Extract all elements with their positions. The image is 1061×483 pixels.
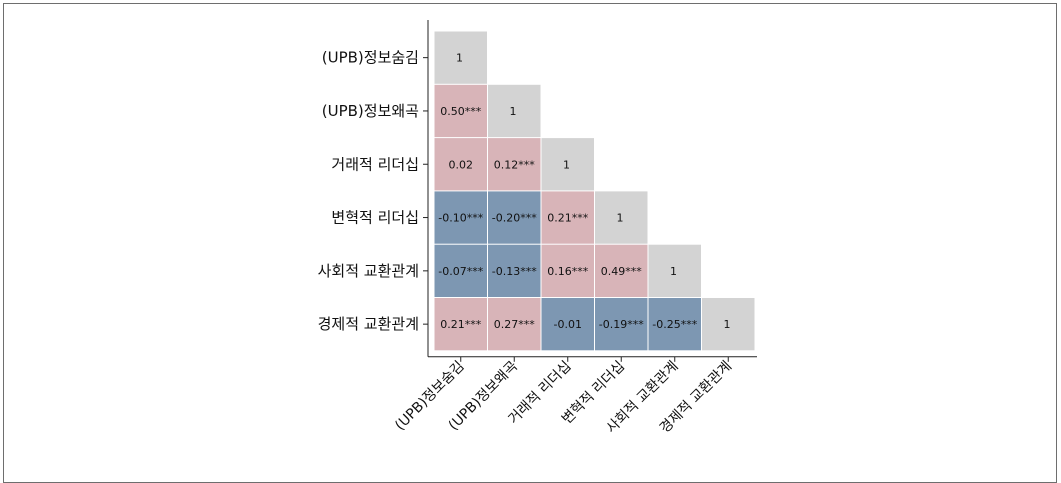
heatmap-cell [648, 244, 701, 297]
heatmap-cell [434, 84, 487, 138]
cell-value-label: -0.20*** [492, 212, 537, 225]
cell-value-label: 0.21*** [440, 318, 481, 331]
heatmap-cell [434, 298, 487, 351]
cell-value-label: -0.07*** [438, 265, 483, 278]
y-tick-label: (UPB)정보왜곡 [322, 102, 419, 120]
cell-value-label: -0.25*** [652, 318, 697, 331]
cell-value-label: 0.12*** [494, 158, 535, 171]
heatmap-cell [434, 138, 487, 191]
heatmap-cell [488, 84, 541, 138]
correlation-heatmap: 1 0.50*** 1 0.02 0.12*** 1 -0.10*** -0.20*** 0.2… [318, 20, 757, 437]
cell-value-label: -0.19*** [599, 318, 644, 331]
heatmap-cell [648, 298, 701, 351]
cell-value-label: 0.27*** [494, 318, 535, 331]
heatmap-cell [488, 298, 541, 351]
heatmap-cell [541, 244, 594, 297]
y-tick-label: 변혁적 리더십 [331, 209, 419, 227]
heatmap-cell [434, 31, 487, 84]
cell-value-label: 0.16*** [547, 265, 588, 278]
cell-value-label: 1 [510, 105, 517, 118]
cells-layer: 1 0.50*** 1 0.02 0.12*** 1 -0.10*** -0.20*** 0.2… [434, 31, 755, 351]
cell-value-label: 0.02 [449, 158, 474, 171]
cell-value-label: 0.49*** [601, 265, 642, 278]
cell-value-label: -0.13*** [492, 265, 537, 278]
cell-value-label: 1 [563, 158, 570, 171]
cell-value-label: 0.21*** [547, 212, 588, 225]
heatmap-cell [595, 298, 648, 351]
heatmap-cell [541, 191, 594, 244]
heatmap-cell [488, 191, 541, 244]
heatmap-cell [488, 138, 541, 191]
heatmap-cell [595, 244, 648, 297]
y-tick-label: 경제적 교환관계 [318, 315, 419, 333]
cell-value-label: 1 [724, 318, 731, 331]
y-tick-label: 거래적 리더십 [331, 155, 419, 173]
cell-value-label: 1 [617, 212, 624, 225]
cell-value-label: -0.10*** [438, 212, 483, 225]
heatmap-cell [434, 191, 487, 244]
heatmap-cell [595, 191, 648, 244]
heatmap-cell [488, 244, 541, 297]
heatmap-cell [541, 138, 594, 191]
heatmap-cell [434, 244, 487, 297]
heatmap-cell [541, 298, 594, 351]
cell-value-label: -0.01 [554, 318, 582, 331]
y-tick-label: (UPB)정보숨김 [322, 49, 419, 67]
y-tick-label: 사회적 교환관계 [318, 262, 419, 280]
axes-layer [427, 20, 757, 358]
cell-value-label: 1 [456, 52, 463, 65]
cell-value-label: 1 [670, 265, 677, 278]
heatmap-cell [702, 298, 755, 351]
cell-value-label: 0.50*** [440, 105, 481, 118]
